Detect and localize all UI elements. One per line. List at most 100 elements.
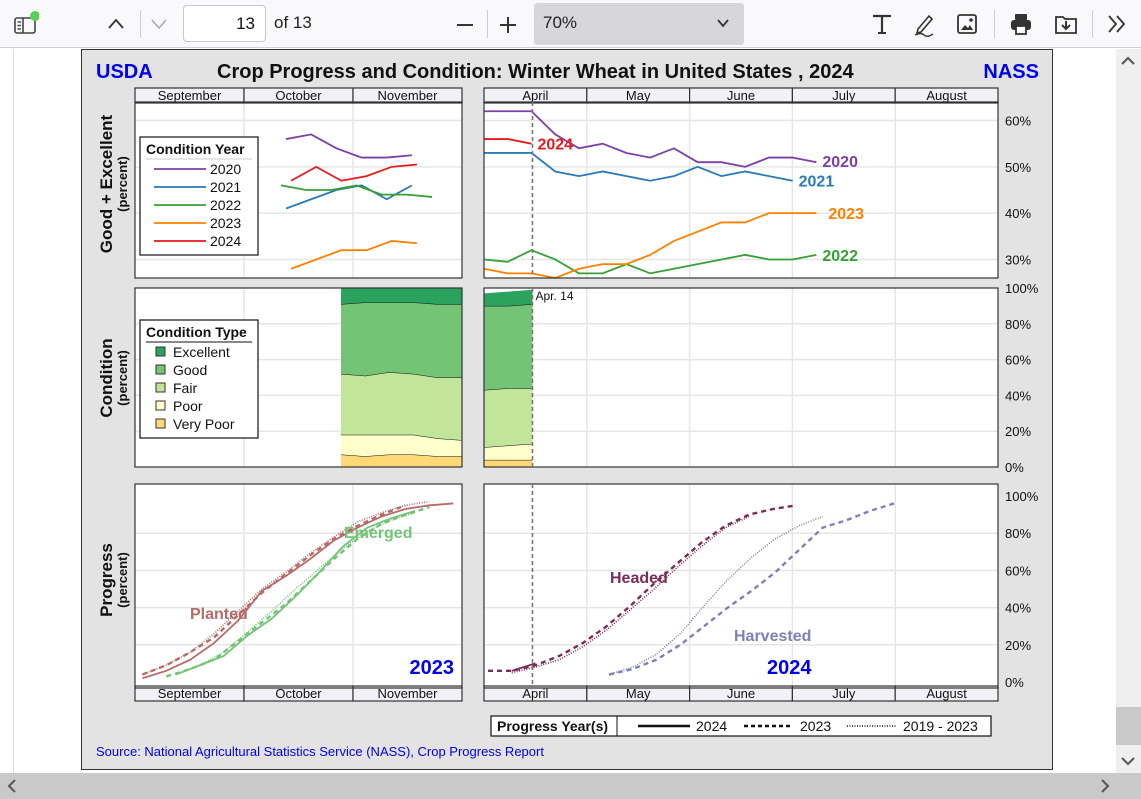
series-end-label-2023: 2023 [828,206,864,223]
progress-line-headed-dashed [488,504,797,673]
save-button[interactable] [1050,8,1082,40]
condition-ytick-label: 100% [1005,281,1039,296]
legend-label-poor: Poor [173,398,203,414]
zoom-in-button[interactable] [492,8,524,40]
condition-panel-bg [484,288,998,467]
usda-label: USDA [96,61,153,83]
series-end-label-2020: 2020 [822,154,858,171]
progress-ytick-label: 20% [1005,638,1031,653]
month-label-august: August [926,88,967,103]
ge-ytick-label: 60% [1005,114,1031,129]
month-label-october: October [275,88,322,103]
legend-swatch-excellent [155,346,166,357]
scroll-left-icon[interactable] [2,773,22,799]
scroll-down-icon[interactable] [1116,751,1141,771]
vertical-scroll-thumb[interactable] [1116,707,1141,745]
legend-swatch-very-poor [155,418,166,429]
month-cell [894,685,999,702]
emerged-label: Emerged [344,525,412,542]
chevron-down-icon [151,19,167,30]
series-end-label-2021: 2021 [799,174,835,191]
condition-ytick-label: 80% [1005,317,1031,332]
previous-page-button[interactable] [100,8,132,40]
spring-line-2021 [484,152,793,182]
legend-label-very-poor: Very Poor [173,416,235,432]
condition-ytick-label: 0% [1005,460,1024,475]
month-label-september: September [158,686,222,701]
text-tool-button[interactable] [866,8,898,40]
condition-ytick-label: 20% [1005,424,1031,439]
headed-label: Headed [610,570,668,587]
legend-label-2020: 2020 [210,161,241,177]
month-label-june: June [727,686,755,701]
progress-ytick-label: 0% [1005,675,1024,690]
zoom-level-select[interactable]: 70% [534,3,744,45]
spring-condition-area-poor [484,443,533,460]
spring-condition-area-good [484,304,533,391]
month-label-may: May [626,88,651,103]
progress-line-harvested-dotted [608,515,824,676]
spring-line-2022 [483,249,817,275]
condition-ytick-label: 60% [1005,353,1031,368]
next-page-button[interactable] [143,8,175,40]
source-note: Source: National Agricultural Statistics… [96,744,544,759]
more-tools-button[interactable] [1101,8,1133,40]
condition-ylabel: Condition [97,338,116,417]
sidebar-toggle-button[interactable] [8,8,42,40]
month-label-june: June [727,88,755,103]
sidebar-icon [14,11,39,34]
zoom-out-button[interactable] [449,8,481,40]
legend-label-2024: 2024 [210,233,241,249]
progress-ytick-label: 80% [1005,526,1031,541]
print-button[interactable] [1005,8,1037,40]
month-label-september: September [158,88,222,103]
progress-line-planted-solid [142,502,454,680]
horizontal-scrollbar[interactable] [0,773,1141,799]
progress-line-headed-dotted [511,515,750,674]
good-excellent-ysub: (percent) [115,156,130,212]
text-icon [873,14,891,34]
scroll-up-icon[interactable] [1116,51,1141,71]
zoom-level-value: 70% [543,13,578,32]
minus-icon [457,24,473,26]
legend-label-fair: Fair [173,380,197,396]
chevron-down-icon [716,15,730,35]
image-tool-button[interactable] [951,8,983,40]
progress-panel-border [483,483,999,689]
page-number-input[interactable]: 13 [183,5,266,42]
vertical-scrollbar[interactable] [1116,49,1141,773]
progress-ylabel: Progress [97,543,116,617]
condition-year-legend-title: Condition Year [146,141,245,157]
progress-legend-title: Progress Year(s) [497,718,608,734]
progress-ytick-label: 60% [1005,563,1031,578]
spring-condition-area-fair [484,388,533,448]
progress-panel-border [134,483,463,689]
page-count-label: of 13 [274,13,312,32]
pdf-toolbar: 13 of 13 70% [0,0,1141,48]
page-gutter [13,49,81,773]
draw-tool-button[interactable] [908,8,940,40]
pencil-icon [914,14,934,37]
spring-line-2023 [483,212,817,279]
ge-ytick-label: 40% [1005,206,1031,221]
plus-icon [500,17,516,33]
ge-ytick-label: 30% [1005,252,1031,267]
condition-panel-border [483,287,999,468]
month-label-july: July [832,686,856,701]
scroll-right-icon[interactable] [1095,773,1115,799]
chevron-up-icon [108,18,124,29]
month-label-november: November [378,686,439,701]
double-chevron-right-icon [1108,15,1126,33]
spring-line-2024 [484,138,532,145]
fall-condition-area-good [341,302,462,378]
progress-ytick-label: 100% [1005,489,1039,504]
progress-legend: Progress Year(s) 2024 2023 2019 - 2023 [490,715,992,737]
month-label-august: August [926,686,967,701]
condition-ysub: (percent) [115,350,130,406]
condition-year-legend [139,136,259,256]
fall-condition-area-poor [341,434,462,457]
condition-type-legend-title: Condition Type [146,324,247,340]
legend-label-good: Good [173,362,207,378]
fall-condition-area-excellent [341,288,462,305]
legend-label-2019-2023: 2019 - 2023 [903,718,978,734]
